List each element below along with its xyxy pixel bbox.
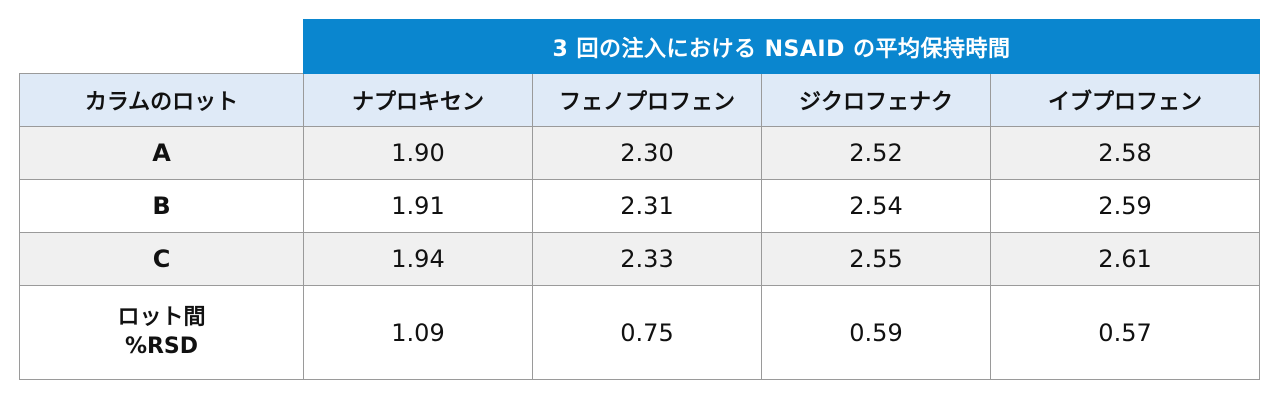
header-naproxen: ナプロキセン <box>303 73 533 127</box>
super-header-cell: 3 回の注入における NSAID の平均保持時間 <box>302 19 1261 74</box>
value-cell: 1.94 <box>303 232 533 286</box>
rsd-value-cell: 0.75 <box>532 285 762 380</box>
super-header-row: 3 回の注入における NSAID の平均保持時間 <box>19 19 1261 74</box>
value-cell: 2.33 <box>532 232 762 286</box>
table-row-lot-a: A 1.90 2.30 2.52 2.58 <box>19 126 1261 180</box>
value-cell: 2.54 <box>761 179 991 233</box>
value-cell: 1.91 <box>303 179 533 233</box>
value-cell: 2.58 <box>989 126 1261 180</box>
header-column-lot: カラムのロット <box>19 73 304 127</box>
value-cell: 2.55 <box>761 232 991 286</box>
value-cell: 2.31 <box>532 179 762 233</box>
value-cell: 2.30 <box>532 126 762 180</box>
rsd-label-line1: ロット間 <box>117 304 206 330</box>
retention-time-table: 3 回の注入における NSAID の平均保持時間 カラムのロット ナプロキセン … <box>19 19 1261 380</box>
table-row-lot-c: C 1.94 2.33 2.55 2.61 <box>19 232 1261 286</box>
blank-corner-cell <box>19 19 304 74</box>
rsd-value-cell: 0.59 <box>761 285 991 380</box>
lot-label-cell: C <box>19 232 304 286</box>
rsd-label-cell: ロット間 %RSD <box>19 285 304 380</box>
header-diclofenac: ジクロフェナク <box>761 73 991 127</box>
header-ibuprofen: イブプロフェン <box>989 73 1261 127</box>
retention-time-table-container: 3 回の注入における NSAID の平均保持時間 カラムのロット ナプロキセン … <box>19 19 1261 380</box>
rsd-value-cell: 0.57 <box>989 285 1261 380</box>
table-row-rsd: ロット間 %RSD 1.09 0.75 0.59 0.57 <box>19 285 1261 380</box>
lot-label-cell: B <box>19 179 304 233</box>
lot-label-cell: A <box>19 126 304 180</box>
rsd-label-line2: %RSD <box>124 333 199 359</box>
value-cell: 1.90 <box>303 126 533 180</box>
value-cell: 2.61 <box>989 232 1261 286</box>
value-cell: 2.59 <box>989 179 1261 233</box>
header-fenoprofen: フェノプロフェン <box>532 73 762 127</box>
column-header-row: カラムのロット ナプロキセン フェノプロフェン ジクロフェナク イブプロフェン <box>19 73 1261 127</box>
rsd-value-cell: 1.09 <box>303 285 533 380</box>
value-cell: 2.52 <box>761 126 991 180</box>
table-row-lot-b: B 1.91 2.31 2.54 2.59 <box>19 179 1261 233</box>
